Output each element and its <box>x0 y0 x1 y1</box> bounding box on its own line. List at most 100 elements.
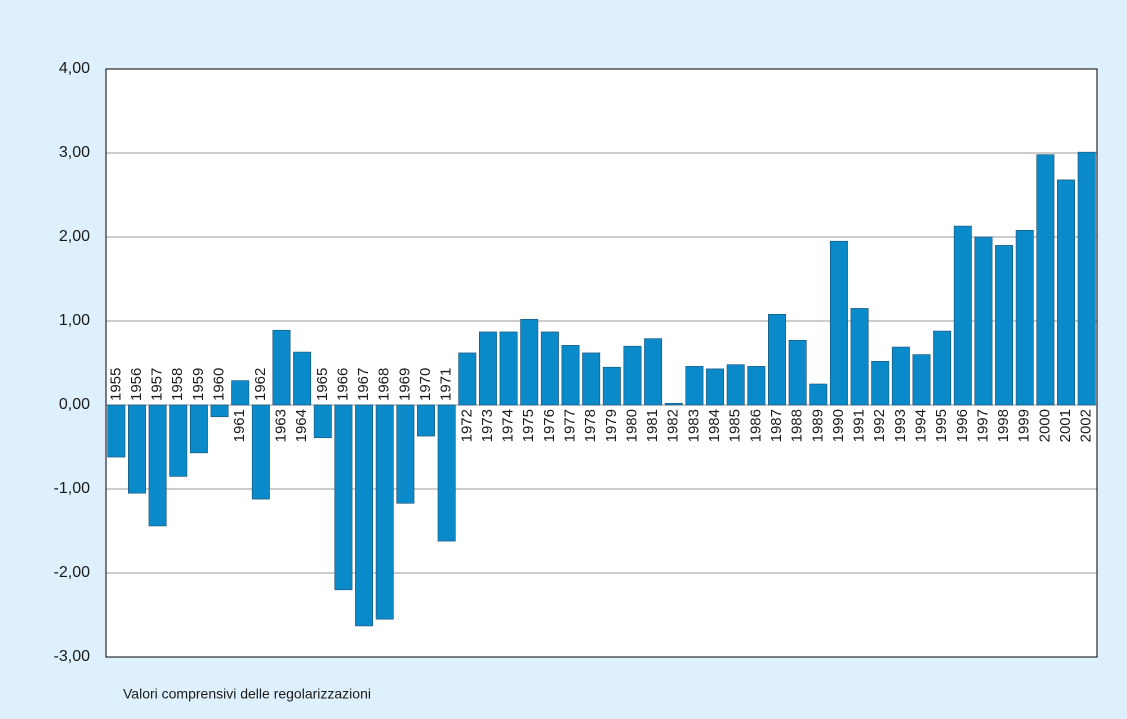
bar <box>417 404 435 437</box>
x-tick-label: 1974 <box>500 409 517 442</box>
bar <box>1015 229 1034 406</box>
x-tick-label: 1966 <box>334 368 351 401</box>
bar <box>396 404 415 504</box>
bar <box>664 403 683 406</box>
x-tick-label: 1980 <box>623 409 640 442</box>
x-tick-label: 1997 <box>974 409 991 442</box>
x-tick-label: 2001 <box>1057 409 1074 442</box>
bar <box>231 380 250 406</box>
bar <box>582 352 601 406</box>
x-tick-label: 1995 <box>933 409 950 442</box>
x-tick-label: 2000 <box>1036 409 1053 442</box>
x-tick-label: 1958 <box>169 368 186 401</box>
bar <box>540 331 559 406</box>
bar <box>995 245 1014 406</box>
x-tick-label: 1977 <box>562 409 579 442</box>
x-tick-label: 1989 <box>809 409 826 442</box>
bar <box>210 404 229 418</box>
x-tick-label: 1993 <box>892 409 909 442</box>
bar <box>355 404 374 627</box>
chart-note: Valori comprensivi delle regolarizzazion… <box>123 686 371 702</box>
bar <box>437 404 456 542</box>
bar <box>293 351 312 406</box>
bar <box>602 366 621 406</box>
bar <box>933 330 952 406</box>
bar <box>375 404 394 620</box>
bar <box>499 331 518 406</box>
y-tick-label: 2,00 <box>59 228 90 245</box>
x-tick-label: 1999 <box>1016 409 1033 442</box>
bar <box>953 225 972 406</box>
bar <box>478 331 497 406</box>
bar <box>706 368 725 406</box>
x-tick-label: 1986 <box>747 409 764 442</box>
x-tick-label: 1988 <box>789 409 806 442</box>
x-tick-label: 1976 <box>541 409 558 442</box>
bar <box>788 340 807 406</box>
x-tick-label: 1978 <box>582 409 599 442</box>
bar <box>726 364 745 406</box>
bar <box>272 329 291 406</box>
x-tick-label: 1970 <box>417 368 434 401</box>
x-tick-label: 2002 <box>1078 409 1095 442</box>
bar <box>107 404 126 458</box>
x-tick-label: 1956 <box>128 368 145 401</box>
x-tick-label: 1994 <box>912 409 929 442</box>
x-tick-label: 1975 <box>520 409 537 442</box>
y-tick-label: 4,00 <box>59 60 90 77</box>
bar <box>891 346 910 406</box>
x-tick-label: 1991 <box>851 409 868 442</box>
bar <box>623 345 642 406</box>
y-tick-label: 0,00 <box>59 396 90 413</box>
x-tick-label: 1960 <box>211 368 228 401</box>
bar <box>768 313 786 406</box>
y-tick-label: 1,00 <box>59 312 90 329</box>
y-tick-label: 3,00 <box>59 144 90 161</box>
y-tick-label: -2,00 <box>54 564 91 581</box>
bar <box>809 383 828 406</box>
x-tick-label: 1982 <box>665 409 682 442</box>
x-tick-label: 1972 <box>458 409 475 442</box>
y-tick-label: -3,00 <box>54 648 91 665</box>
x-tick-label: 1979 <box>603 409 620 442</box>
x-tick-label: 1965 <box>314 368 331 401</box>
x-tick-label: 1955 <box>107 368 124 401</box>
bar <box>850 308 869 406</box>
bar <box>458 352 477 406</box>
x-tick-label: 1973 <box>479 409 496 442</box>
x-tick-label: 1983 <box>685 409 702 442</box>
bar <box>912 354 931 406</box>
bar <box>313 404 332 439</box>
x-tick-label: 1968 <box>376 368 393 401</box>
bar <box>644 338 663 406</box>
x-tick-label: 1981 <box>644 409 661 442</box>
bar <box>1036 154 1055 406</box>
bar <box>189 404 208 454</box>
x-tick-label: 1987 <box>768 409 785 442</box>
bar <box>251 404 270 500</box>
x-tick-label: 1959 <box>190 368 207 401</box>
x-tick-label: 1990 <box>830 409 847 442</box>
bar <box>871 361 890 406</box>
x-tick-label: 1984 <box>706 409 723 442</box>
bar <box>561 345 580 406</box>
bar <box>1077 151 1096 406</box>
bar <box>1057 179 1076 406</box>
bar <box>685 366 704 406</box>
plot-border <box>105 68 1098 658</box>
x-tick-label: 1998 <box>995 409 1012 442</box>
x-tick-label: 1985 <box>727 409 744 442</box>
x-tick-label: 1964 <box>293 409 310 442</box>
x-tick-label: 1963 <box>272 409 289 442</box>
y-tick-label: -1,00 <box>54 480 91 497</box>
bar <box>334 404 353 591</box>
x-tick-label: 1971 <box>438 368 455 401</box>
bar <box>520 319 539 406</box>
x-tick-label: 1961 <box>231 409 248 442</box>
bar <box>829 240 848 406</box>
bar <box>747 366 766 406</box>
x-tick-label: 1992 <box>871 409 888 442</box>
bar <box>148 404 167 527</box>
x-tick-label: 1996 <box>954 409 971 442</box>
